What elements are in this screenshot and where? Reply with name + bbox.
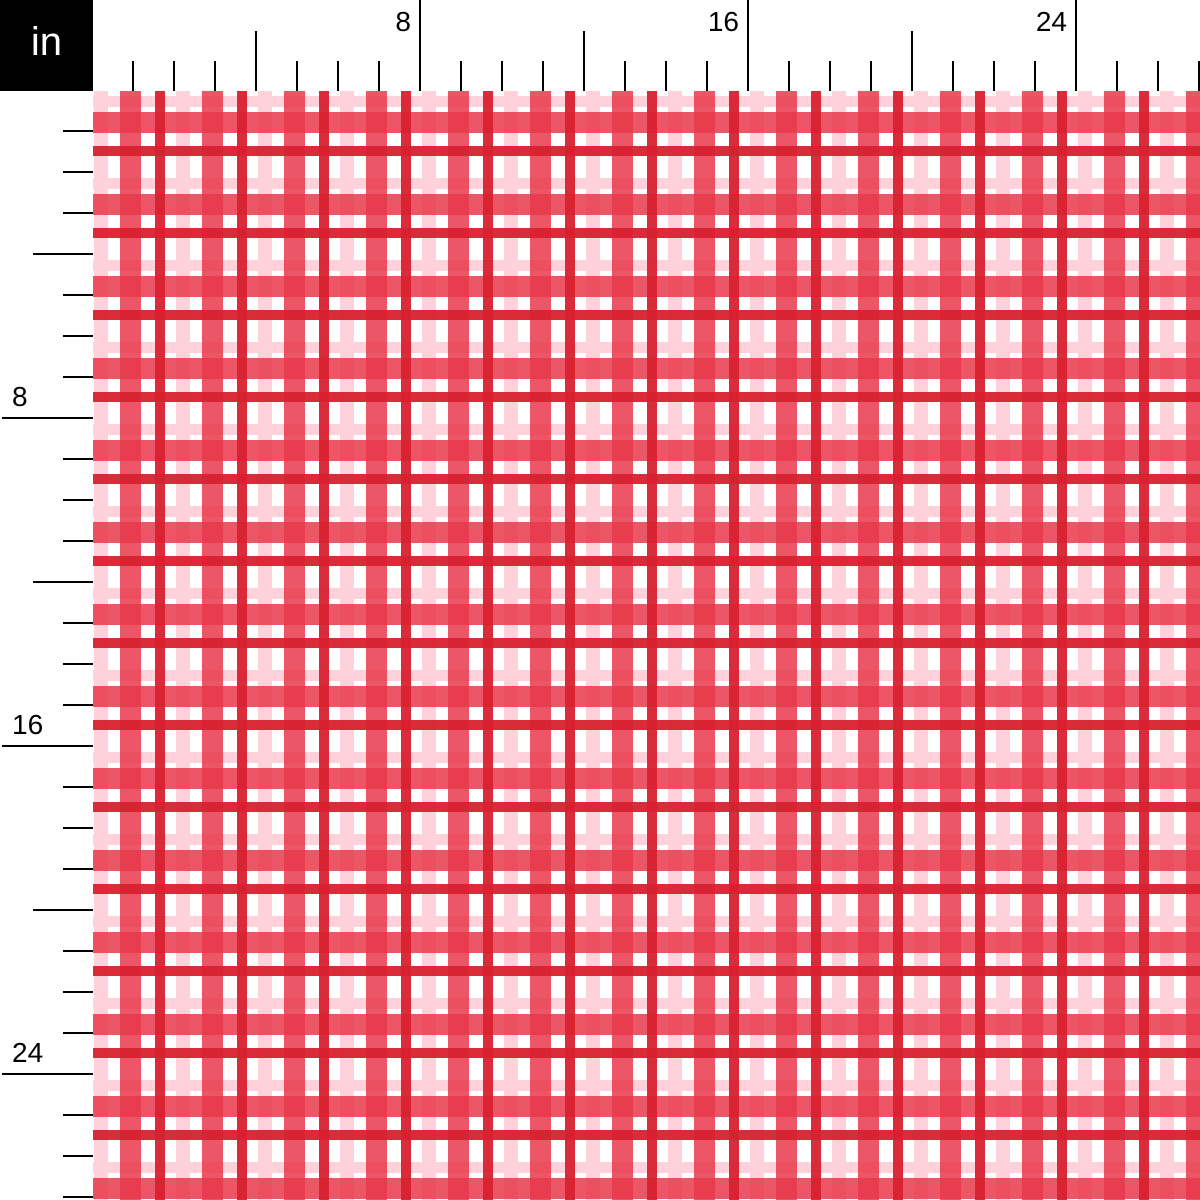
left-ruler-tick (63, 1155, 93, 1157)
left-ruler-tick (2, 1073, 93, 1075)
top-ruler-tick (419, 0, 421, 91)
left-ruler-tick (63, 1114, 93, 1116)
left-ruler-tick (63, 540, 93, 542)
top-ruler-tick (1075, 0, 1077, 91)
top-ruler-tick (829, 61, 831, 91)
fabric-swatch (93, 91, 1200, 1200)
top-ruler-tick (870, 61, 872, 91)
unit-label: in (0, 0, 93, 91)
top-ruler-tick (952, 61, 954, 91)
left-ruler-tick (33, 909, 93, 911)
top-ruler-label: 16 (707, 6, 739, 37)
top-ruler-tick (747, 0, 749, 91)
left-ruler-tick (63, 458, 93, 460)
left-ruler-tick (63, 827, 93, 829)
top-ruler-tick (1116, 61, 1118, 91)
top-ruler-tick (255, 31, 257, 91)
top-ruler-tick (706, 61, 708, 91)
left-ruler-tick (63, 704, 93, 706)
top-ruler-tick (542, 61, 544, 91)
left-ruler-tick (63, 499, 93, 501)
top-ruler-tick (501, 61, 503, 91)
top-ruler-tick (132, 61, 134, 91)
left-ruler-tick (63, 376, 93, 378)
dark-red-horizontal-stripes (93, 91, 1200, 1200)
left-ruler-tick (63, 663, 93, 665)
top-ruler-tick (665, 61, 667, 91)
top-ruler-tick (460, 61, 462, 91)
top-ruler-tick (378, 61, 380, 91)
left-ruler-tick (63, 1196, 93, 1198)
top-ruler-tick (1198, 61, 1200, 91)
left-ruler-label: 8 (12, 381, 28, 412)
top-ruler-tick (296, 61, 298, 91)
left-ruler-tick (63, 991, 93, 993)
top-ruler-tick (1157, 61, 1159, 91)
top-ruler-tick (788, 61, 790, 91)
top-ruler-tick (911, 31, 913, 91)
left-ruler-tick (2, 745, 93, 747)
left-ruler-tick (63, 1032, 93, 1034)
top-ruler-tick (173, 61, 175, 91)
left-ruler-tick (63, 622, 93, 624)
left-ruler-tick (63, 950, 93, 952)
left-ruler-tick (63, 335, 93, 337)
left-ruler-tick (33, 253, 93, 255)
left-ruler: 8 16 24 (0, 91, 93, 1200)
top-ruler-tick (337, 61, 339, 91)
top-ruler-tick (624, 61, 626, 91)
top-ruler-tick (993, 61, 995, 91)
left-ruler-tick (63, 294, 93, 296)
top-ruler-tick (214, 61, 216, 91)
top-ruler-label: 8 (395, 6, 411, 37)
left-ruler-tick (63, 130, 93, 132)
left-ruler-tick (33, 581, 93, 583)
top-ruler-tick (1034, 61, 1036, 91)
top-ruler-tick (583, 31, 585, 91)
left-ruler-tick (63, 786, 93, 788)
top-ruler: 8 16 24 (93, 0, 1200, 91)
left-ruler-tick (63, 868, 93, 870)
left-ruler-label: 16 (12, 709, 44, 740)
left-ruler-label: 24 (12, 1037, 44, 1068)
top-ruler-label: 24 (1035, 6, 1067, 37)
left-ruler-tick (63, 212, 93, 214)
left-ruler-tick (2, 417, 93, 419)
left-ruler-tick (63, 171, 93, 173)
